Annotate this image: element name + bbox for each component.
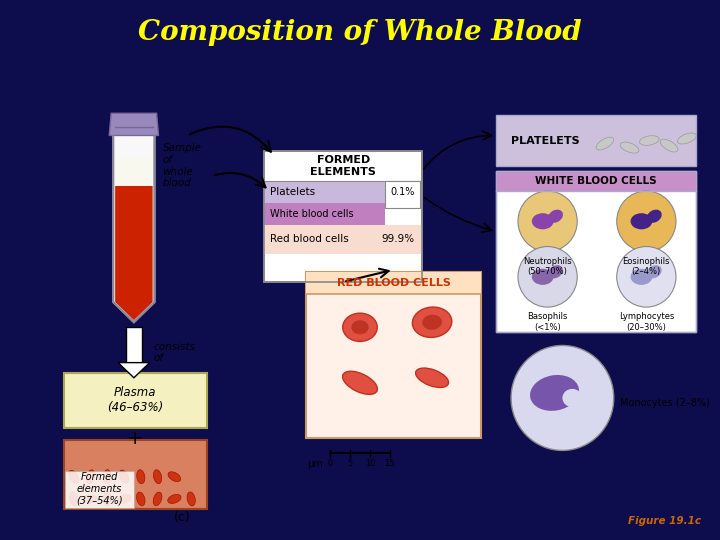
Bar xyxy=(496,171,696,191)
Ellipse shape xyxy=(631,269,652,285)
FancyBboxPatch shape xyxy=(64,440,207,509)
Ellipse shape xyxy=(413,307,451,338)
Ellipse shape xyxy=(548,265,563,279)
Text: 10: 10 xyxy=(364,458,375,468)
Circle shape xyxy=(617,247,676,307)
Ellipse shape xyxy=(153,470,162,484)
Ellipse shape xyxy=(103,492,111,506)
Text: μm: μm xyxy=(307,458,323,469)
Text: Lymphocytes
(20–30%): Lymphocytes (20–30%) xyxy=(618,312,674,332)
Ellipse shape xyxy=(103,470,111,484)
Ellipse shape xyxy=(117,495,131,503)
FancyBboxPatch shape xyxy=(496,171,696,332)
Text: (c): (c) xyxy=(174,511,191,524)
Bar xyxy=(264,203,384,225)
Ellipse shape xyxy=(84,495,97,503)
Text: WHITE BLOOD CELLS: WHITE BLOOD CELLS xyxy=(535,176,657,186)
Bar xyxy=(126,327,142,363)
Ellipse shape xyxy=(596,137,613,150)
Text: +: + xyxy=(127,429,143,448)
Text: Basophils
(<1%): Basophils (<1%) xyxy=(528,312,568,332)
Text: RED BLOOD CELLS: RED BLOOD CELLS xyxy=(337,278,451,288)
Ellipse shape xyxy=(562,389,582,407)
Ellipse shape xyxy=(647,210,662,223)
Polygon shape xyxy=(115,186,153,320)
FancyBboxPatch shape xyxy=(64,373,207,428)
Ellipse shape xyxy=(137,492,145,506)
Ellipse shape xyxy=(137,470,145,484)
Polygon shape xyxy=(109,113,158,136)
Ellipse shape xyxy=(351,320,369,334)
Text: consists
of: consists of xyxy=(153,342,196,363)
Ellipse shape xyxy=(68,470,78,483)
Text: Plasma
(46–63%): Plasma (46–63%) xyxy=(107,387,163,415)
Text: 15: 15 xyxy=(384,458,395,468)
Ellipse shape xyxy=(639,136,659,145)
Circle shape xyxy=(617,191,676,252)
Bar xyxy=(264,225,422,254)
Circle shape xyxy=(511,346,613,450)
Text: 99.9%: 99.9% xyxy=(381,234,414,245)
Ellipse shape xyxy=(120,470,129,483)
Ellipse shape xyxy=(620,142,639,153)
Text: Eosinophils
(2–4%): Eosinophils (2–4%) xyxy=(623,256,670,276)
Circle shape xyxy=(518,247,577,307)
Ellipse shape xyxy=(548,210,563,223)
Bar xyxy=(115,158,153,186)
Text: Sample
of
whole
blood: Sample of whole blood xyxy=(163,143,202,188)
Ellipse shape xyxy=(631,213,652,230)
FancyBboxPatch shape xyxy=(306,272,482,438)
Text: White blood cells: White blood cells xyxy=(270,209,354,219)
Polygon shape xyxy=(118,363,150,378)
Ellipse shape xyxy=(187,492,195,506)
Text: Composition of Whole Blood: Composition of Whole Blood xyxy=(138,19,582,46)
Circle shape xyxy=(518,191,577,252)
Text: 0: 0 xyxy=(328,458,333,468)
Polygon shape xyxy=(113,136,155,322)
Ellipse shape xyxy=(647,265,662,279)
Text: Monocytes (2–8%): Monocytes (2–8%) xyxy=(620,398,709,408)
Text: Platelets: Platelets xyxy=(270,187,315,197)
Text: Formed
elements
(37–54%): Formed elements (37–54%) xyxy=(76,472,122,505)
Ellipse shape xyxy=(70,492,78,506)
Text: 5: 5 xyxy=(348,458,353,468)
Text: 0.1%: 0.1% xyxy=(390,187,415,197)
FancyBboxPatch shape xyxy=(384,181,420,208)
Ellipse shape xyxy=(343,372,377,394)
Bar xyxy=(264,181,422,203)
Ellipse shape xyxy=(532,269,554,285)
Ellipse shape xyxy=(153,492,162,506)
Ellipse shape xyxy=(660,139,678,152)
Bar xyxy=(306,272,482,294)
Ellipse shape xyxy=(86,470,94,484)
Text: Red blood cells: Red blood cells xyxy=(270,234,349,245)
FancyBboxPatch shape xyxy=(65,471,134,508)
Ellipse shape xyxy=(168,472,181,482)
Ellipse shape xyxy=(678,133,696,144)
Text: FORMED
ELEMENTS: FORMED ELEMENTS xyxy=(310,155,376,177)
Text: Neutrophils
(50–70%): Neutrophils (50–70%) xyxy=(523,256,572,276)
Ellipse shape xyxy=(530,375,579,411)
Ellipse shape xyxy=(532,213,554,230)
FancyBboxPatch shape xyxy=(264,151,422,282)
Ellipse shape xyxy=(415,368,449,388)
FancyBboxPatch shape xyxy=(496,115,696,166)
Ellipse shape xyxy=(343,313,377,341)
Ellipse shape xyxy=(422,315,442,330)
Ellipse shape xyxy=(168,495,181,503)
Text: Figure 19.1c: Figure 19.1c xyxy=(628,516,701,526)
Text: PLATELETS: PLATELETS xyxy=(511,136,580,145)
